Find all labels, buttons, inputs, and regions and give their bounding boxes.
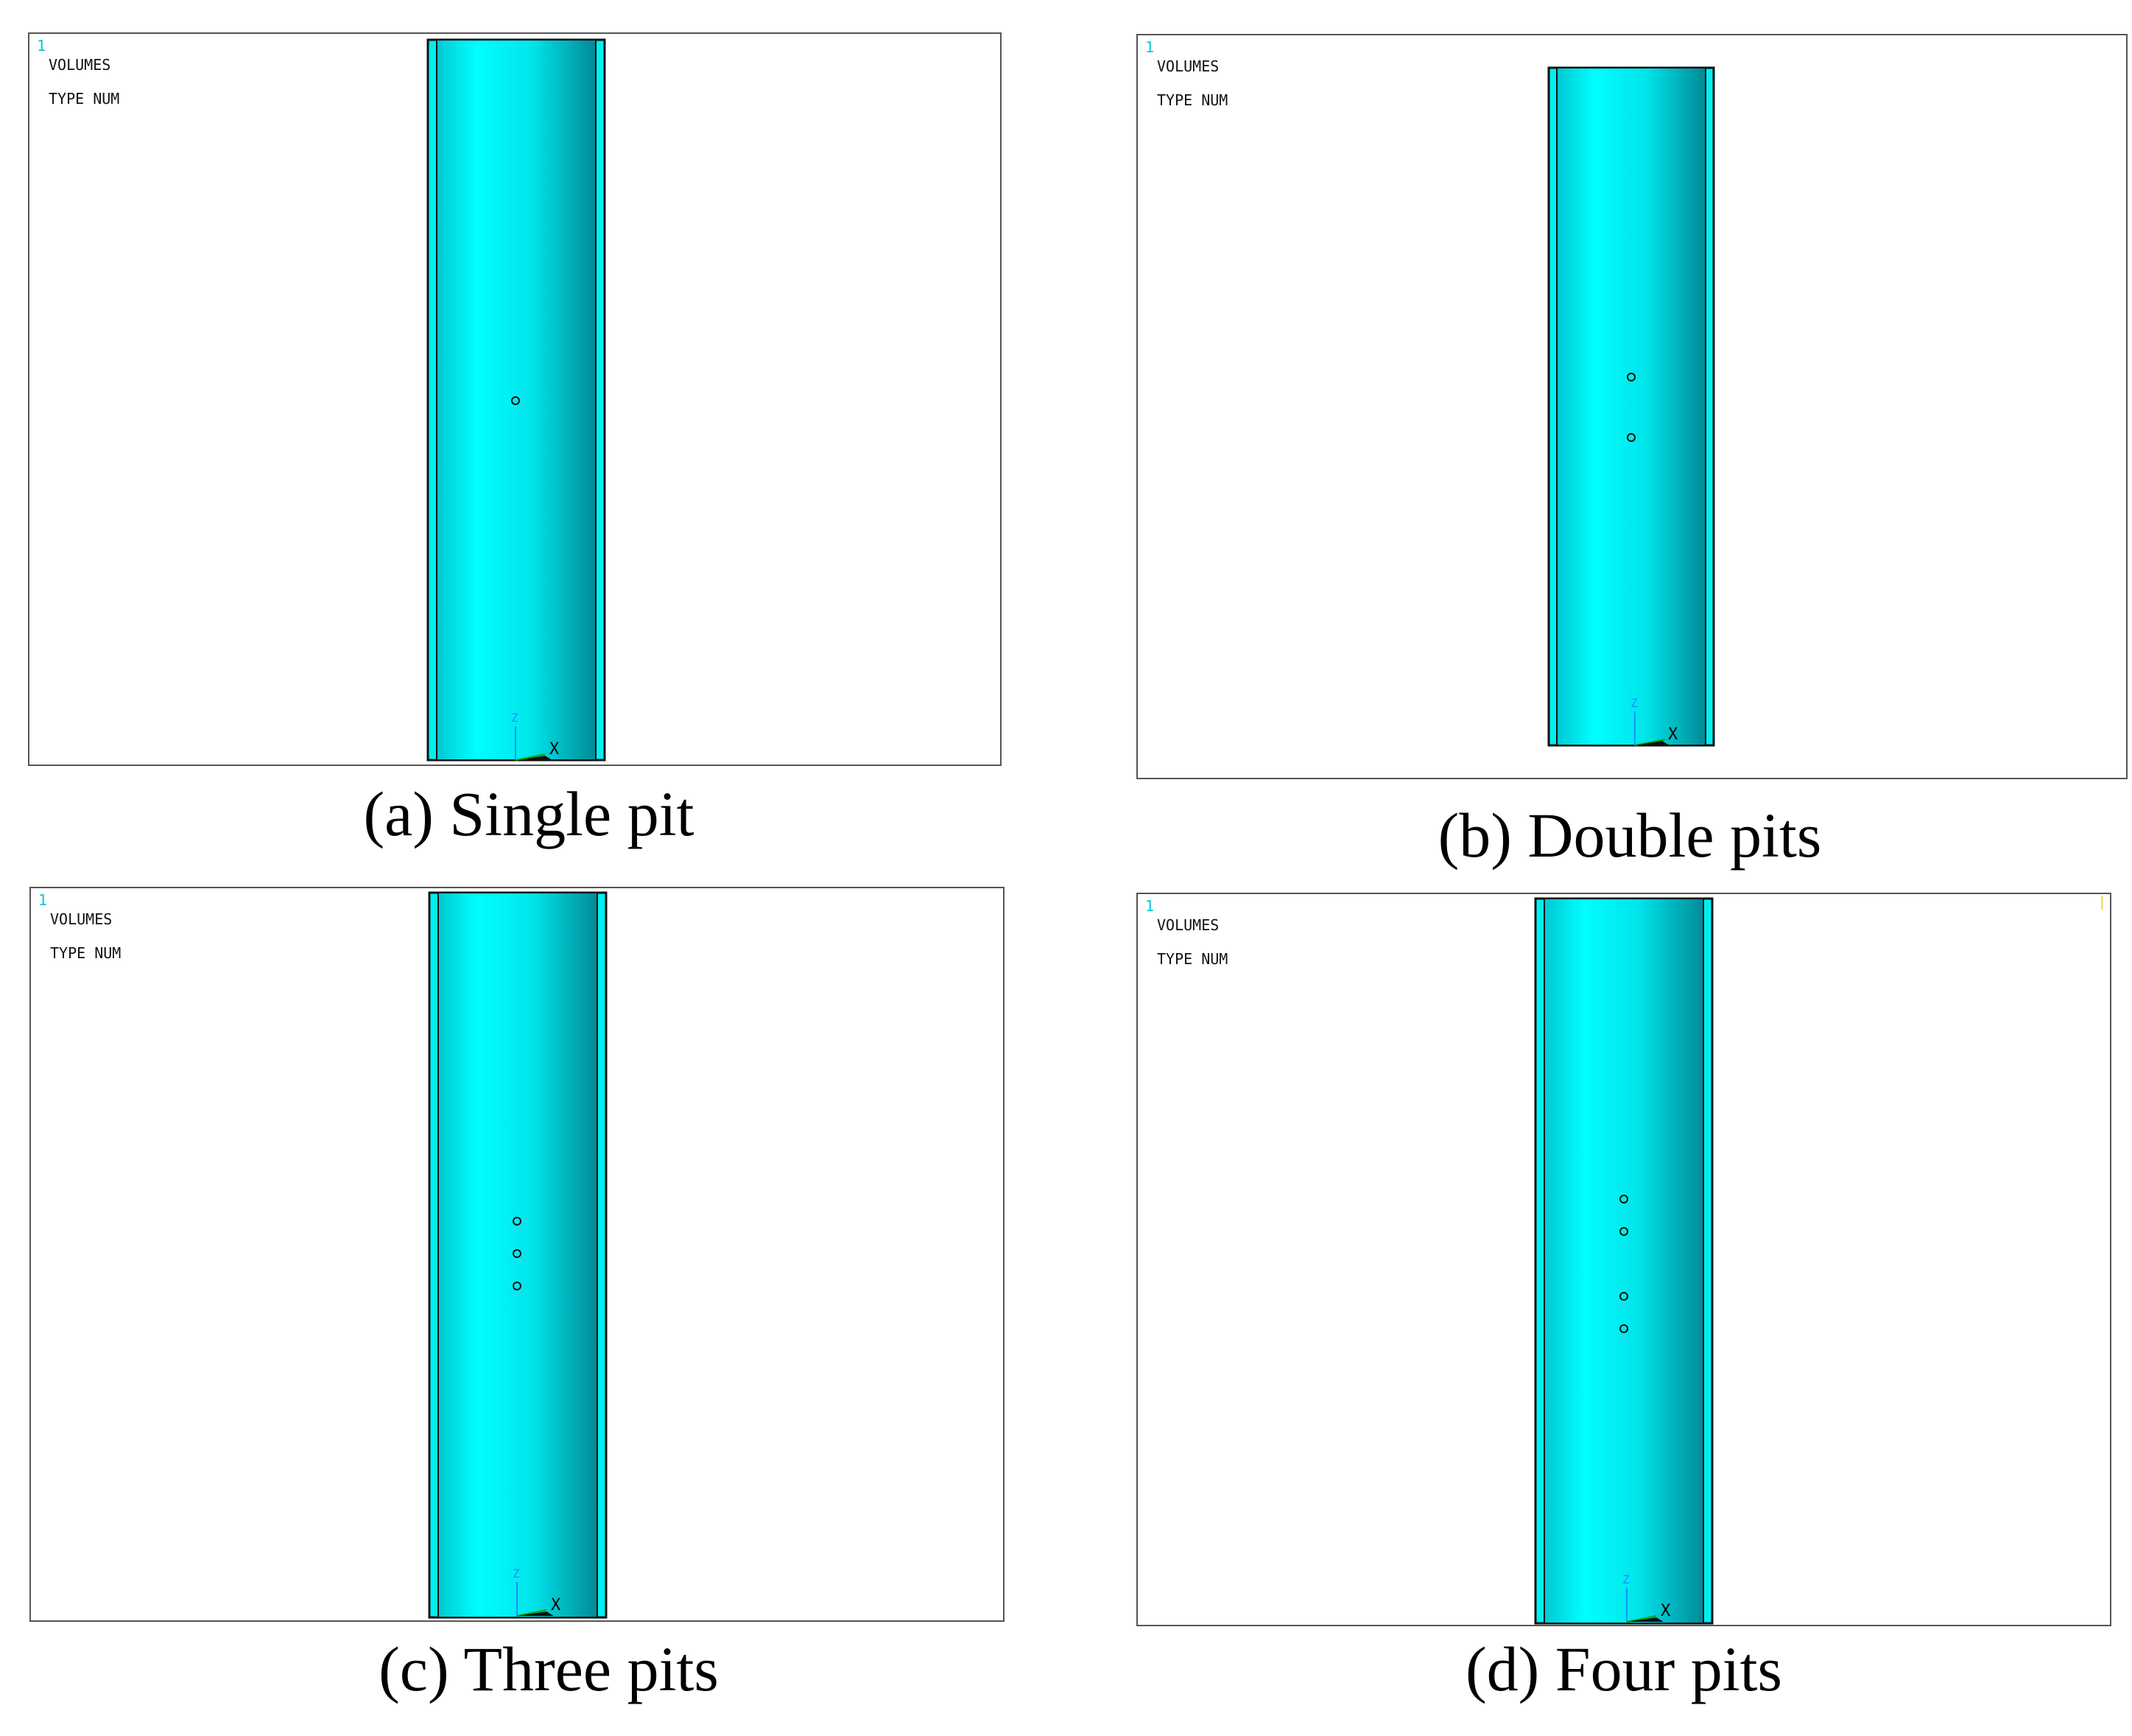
pipe-body-b (1556, 67, 1706, 746)
pipe-body-d (1544, 898, 1704, 1624)
axis-x-label-c: X (551, 1596, 561, 1614)
pit-marker (1619, 1324, 1628, 1333)
coordinate-triad-a: Z X (511, 711, 560, 761)
pit-marker (513, 1282, 521, 1290)
axis-z-label-b: Z (1630, 696, 1638, 710)
pit-marker (1619, 1227, 1628, 1236)
window-number-c: 1 (38, 891, 48, 909)
type-num-label-c: TYPE NUM (50, 944, 122, 962)
volumes-label-c: VOLUMES (50, 910, 113, 928)
volumes-label-d: VOLUMES (1157, 916, 1220, 934)
volumes-label-b: VOLUMES (1157, 57, 1220, 75)
pit-marker (511, 396, 520, 405)
pipe-body-c (437, 892, 598, 1618)
pit-marker (1627, 433, 1636, 442)
volumes-label-a: VOLUMES (49, 56, 111, 74)
pit-marker (513, 1249, 521, 1258)
pit-marker (1619, 1195, 1628, 1203)
pipe-body-a (436, 39, 597, 761)
axis-x-label-a: X (549, 740, 560, 759)
axis-z-label-d: Z (1622, 1572, 1630, 1586)
cylinder-drawing-b: Z X (1547, 66, 1715, 747)
pit-markers-c (513, 1217, 521, 1290)
type-num-label-a: TYPE NUM (49, 90, 120, 108)
cylinder-drawing-a: Z X (426, 38, 606, 762)
caption-d: (d) Four pits (1466, 1634, 1782, 1704)
caption-a: (a) Single pit (363, 779, 694, 849)
window-number-a: 1 (37, 37, 46, 55)
caption-b: (b) Double pits (1438, 800, 1822, 871)
axis-z-label-c: Z (513, 1567, 520, 1581)
cylinder-drawing-c: Z X (428, 891, 608, 1619)
pit-marker (1619, 1292, 1628, 1301)
type-num-label-d: TYPE NUM (1157, 950, 1228, 968)
axis-z-label-a: Z (511, 711, 518, 725)
pit-marker (513, 1217, 521, 1226)
axis-x-label-b: X (1668, 725, 1678, 744)
pit-markers-d (1619, 1195, 1628, 1333)
caption-c: (c) Three pits (379, 1634, 719, 1704)
coordinate-triad-b: Z X (1630, 696, 1678, 746)
window-number-d: 1 (1145, 897, 1155, 915)
viewport-panel-d: Z X 1 VOLUMES TYPE NUM │ (1136, 893, 2111, 1626)
pit-markers-b (1627, 373, 1636, 442)
corner-marker: │ (2098, 896, 2105, 910)
cylinder-drawing-d: Z X (1534, 897, 1714, 1625)
axis-x-label-d: X (1661, 1602, 1671, 1620)
pit-marker (1627, 373, 1636, 382)
viewport-panel-a: Z X 1 VOLUMES TYPE NUM (28, 32, 1002, 766)
pit-markers-a (511, 396, 520, 405)
viewport-panel-c: Z X 1 VOLUMES TYPE NUM (29, 887, 1005, 1622)
coordinate-triad-c: Z X (513, 1567, 561, 1617)
window-number-b: 1 (1145, 38, 1155, 56)
viewport-panel-b: Z X 1 VOLUMES TYPE NUM (1136, 34, 2128, 779)
type-num-label-b: TYPE NUM (1157, 91, 1228, 109)
coordinate-triad-d: Z X (1622, 1572, 1671, 1623)
